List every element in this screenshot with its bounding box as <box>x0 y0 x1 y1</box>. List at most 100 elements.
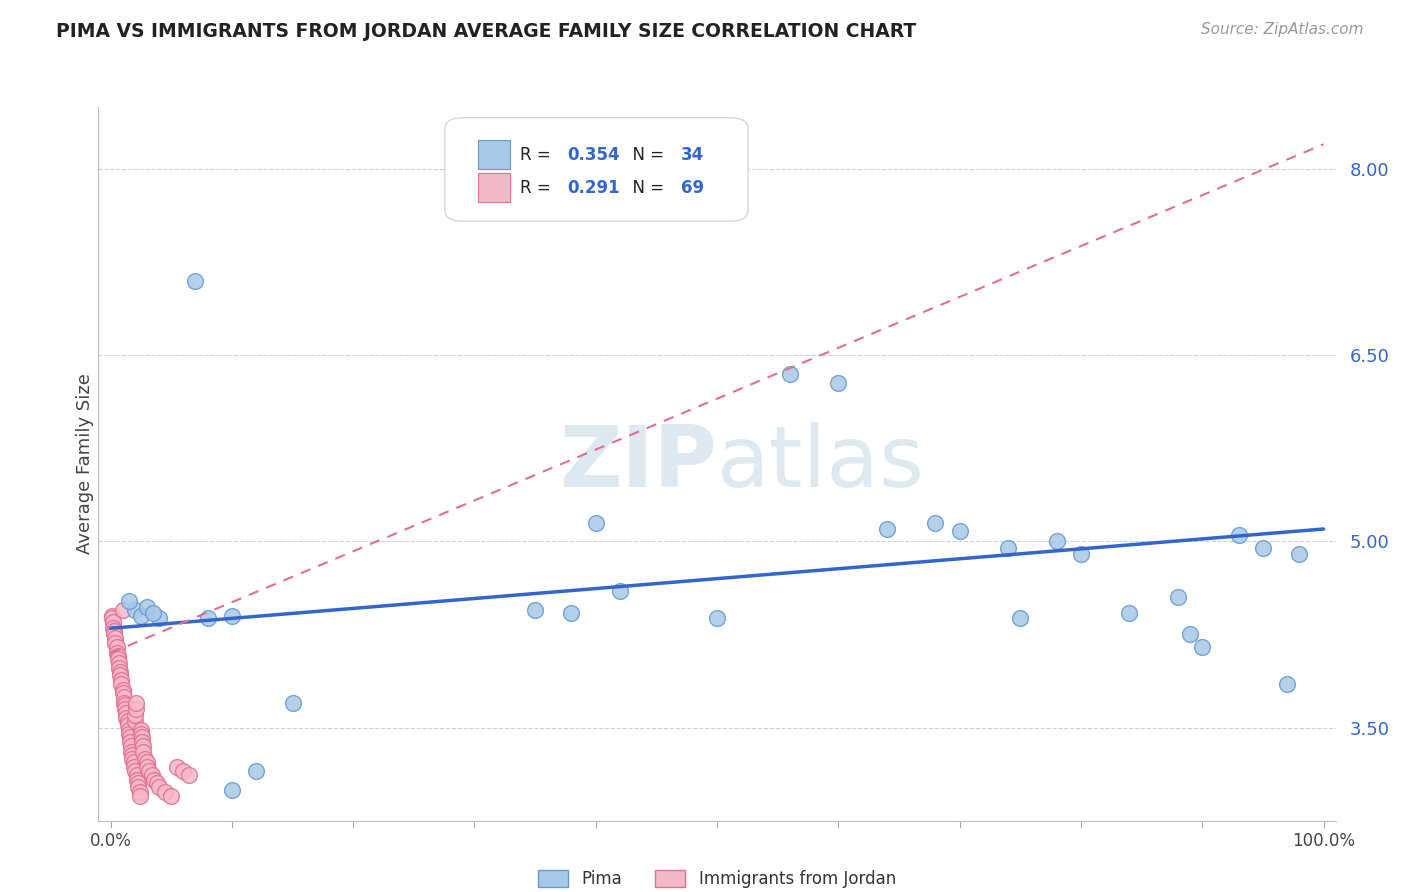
Point <box>110 665 132 679</box>
Point <box>876 522 898 536</box>
FancyBboxPatch shape <box>478 173 510 202</box>
Point <box>132 745 155 759</box>
Point <box>131 731 153 745</box>
Point <box>524 602 547 616</box>
Point <box>114 702 136 716</box>
Point <box>136 600 159 615</box>
Text: R =: R = <box>520 178 557 196</box>
Point <box>118 735 141 749</box>
Text: N =: N = <box>621 145 669 164</box>
Point <box>120 745 142 759</box>
Point <box>1275 677 1298 691</box>
Point <box>245 764 267 778</box>
Point <box>1191 640 1213 654</box>
Point <box>111 602 134 616</box>
Point <box>104 631 127 645</box>
Point <box>121 747 143 762</box>
Point <box>121 751 143 765</box>
Point <box>127 768 149 782</box>
Point <box>124 602 146 616</box>
FancyBboxPatch shape <box>444 118 748 221</box>
Point <box>142 607 165 621</box>
Point <box>105 646 128 660</box>
Point <box>118 723 141 737</box>
Point <box>132 739 155 754</box>
Point <box>172 764 194 778</box>
Point <box>179 768 201 782</box>
Point <box>108 661 131 675</box>
Point <box>122 760 145 774</box>
Point <box>134 751 156 765</box>
Point <box>127 772 149 787</box>
Point <box>148 611 170 625</box>
Point <box>101 621 124 635</box>
Point <box>585 516 607 530</box>
Text: 34: 34 <box>681 145 704 164</box>
Point <box>127 780 149 794</box>
Point <box>112 696 135 710</box>
Point <box>108 656 131 670</box>
Point <box>153 785 176 799</box>
Point <box>105 640 128 654</box>
Point <box>125 696 148 710</box>
Point <box>128 785 150 799</box>
Point <box>110 668 132 682</box>
Point <box>118 731 141 745</box>
Point <box>141 768 163 782</box>
Point <box>136 756 159 770</box>
Point <box>1010 611 1032 625</box>
Point <box>148 780 170 794</box>
Legend: Pima, Immigrants from Jordan: Pima, Immigrants from Jordan <box>531 863 903 892</box>
Point <box>115 711 138 725</box>
Point <box>100 611 122 625</box>
Point <box>1251 541 1274 555</box>
Point <box>100 608 122 623</box>
Point <box>101 615 124 629</box>
Point <box>112 690 135 704</box>
Point <box>779 367 801 381</box>
Point <box>110 677 132 691</box>
Point <box>924 516 946 530</box>
Text: 69: 69 <box>681 178 704 196</box>
Point <box>127 776 149 790</box>
Point <box>138 764 160 778</box>
Text: 0.291: 0.291 <box>568 178 620 196</box>
Point <box>609 584 631 599</box>
Point <box>131 735 153 749</box>
Point <box>136 760 159 774</box>
Point <box>103 627 125 641</box>
Point <box>1070 547 1092 561</box>
Point <box>120 739 142 754</box>
Point <box>124 708 146 723</box>
Point <box>827 376 849 390</box>
Point <box>949 524 972 539</box>
Point <box>107 652 129 666</box>
Point <box>1167 591 1189 605</box>
Point <box>1227 528 1250 542</box>
Text: Source: ZipAtlas.com: Source: ZipAtlas.com <box>1201 22 1364 37</box>
Point <box>111 686 134 700</box>
Point <box>124 714 146 729</box>
Point <box>110 673 132 688</box>
Point <box>107 648 129 663</box>
Point <box>115 706 138 720</box>
Point <box>117 714 139 729</box>
Point <box>560 607 582 621</box>
FancyBboxPatch shape <box>478 140 510 169</box>
Point <box>160 789 183 803</box>
Point <box>129 723 152 737</box>
Point <box>111 683 134 698</box>
Point <box>706 611 728 625</box>
Point <box>221 608 243 623</box>
Point <box>129 727 152 741</box>
Point <box>114 698 136 713</box>
Text: R =: R = <box>520 145 557 164</box>
Point <box>117 718 139 732</box>
Point <box>118 727 141 741</box>
Text: PIMA VS IMMIGRANTS FROM JORDAN AVERAGE FAMILY SIZE CORRELATION CHART: PIMA VS IMMIGRANTS FROM JORDAN AVERAGE F… <box>56 22 917 41</box>
Text: N =: N = <box>621 178 669 196</box>
Point <box>145 776 167 790</box>
Point <box>1178 627 1201 641</box>
Point <box>125 702 148 716</box>
Point <box>103 624 125 638</box>
